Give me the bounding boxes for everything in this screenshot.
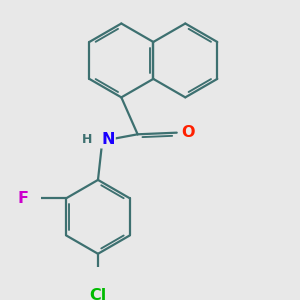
Text: N: N — [101, 132, 115, 147]
Text: F: F — [17, 191, 28, 206]
Text: Cl: Cl — [89, 288, 106, 300]
Text: H: H — [82, 133, 92, 146]
Text: O: O — [181, 125, 194, 140]
